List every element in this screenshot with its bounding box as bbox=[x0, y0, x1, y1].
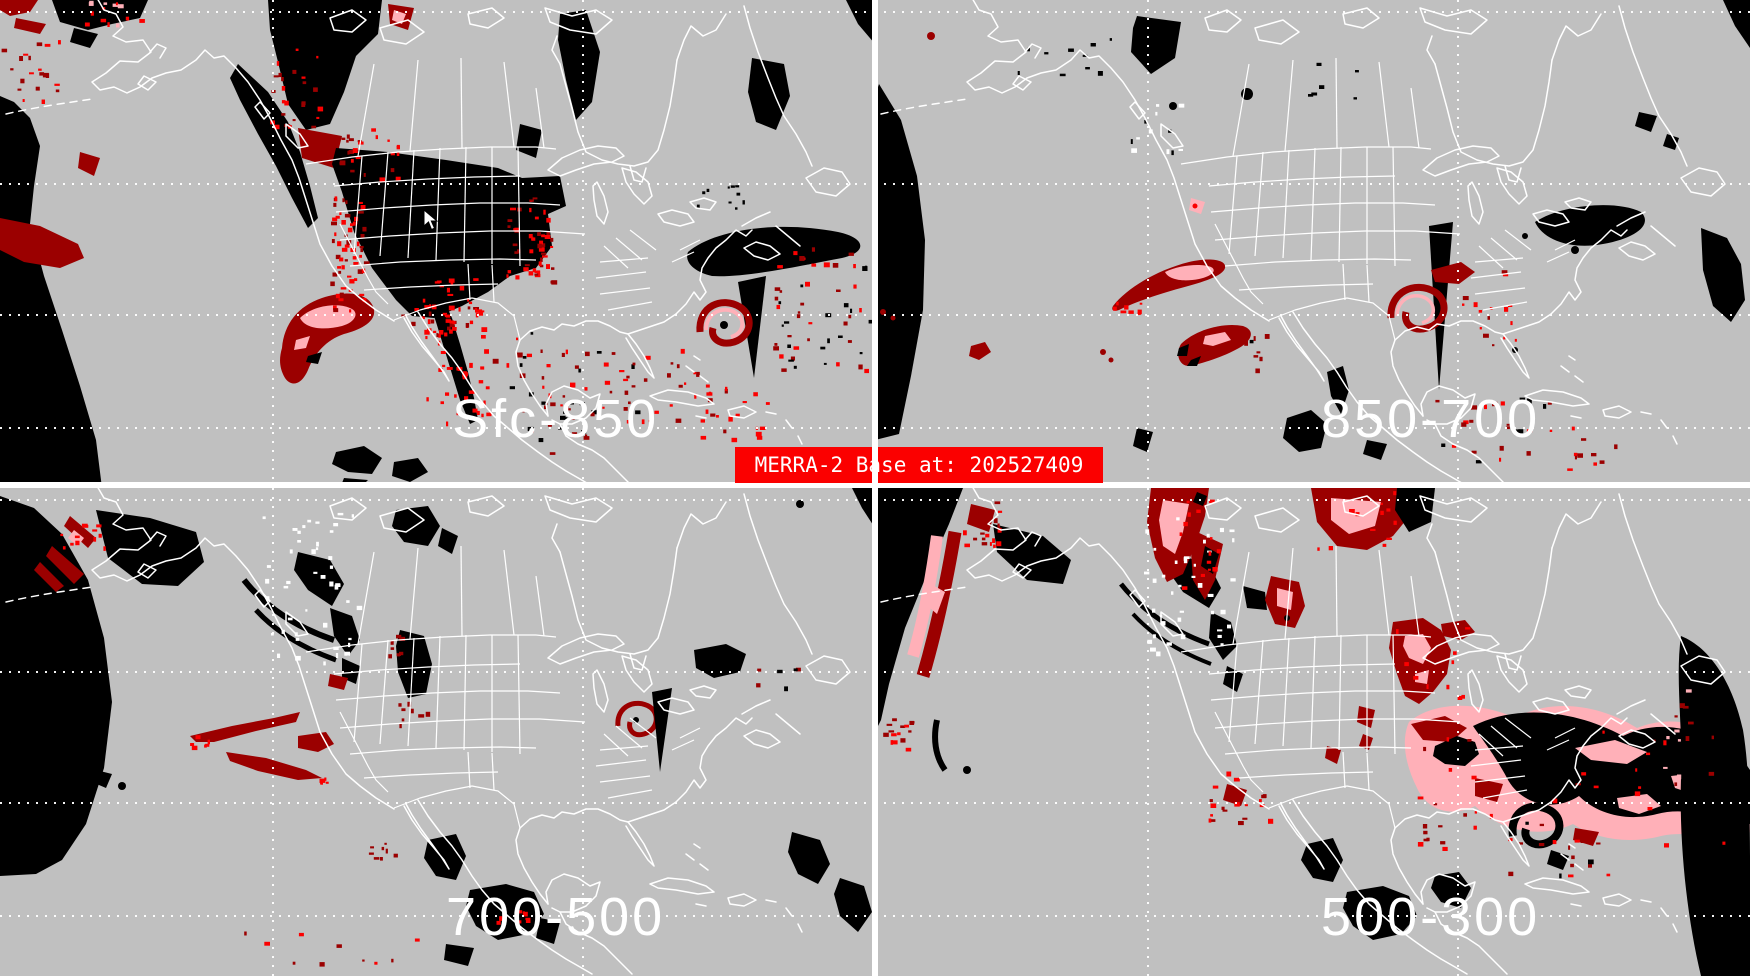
map-canvas-700-500 bbox=[0, 488, 875, 976]
map-canvas-850-700 bbox=[875, 0, 1750, 488]
map-panel-850-700[interactable]: 850-700 bbox=[875, 0, 1750, 488]
base-time-banner: MERRA-2 Base at: 202527409 bbox=[735, 447, 1103, 483]
data-blobs bbox=[875, 0, 1750, 460]
panel-label-500-300: 500-300 bbox=[1321, 887, 1541, 947]
map-panel-sfc-850[interactable]: Sfc-850 bbox=[0, 0, 875, 488]
map-panel-700-500[interactable]: 700-500 bbox=[0, 488, 875, 976]
panel-label-sfc-850: Sfc-850 bbox=[452, 389, 660, 449]
panel-label-700-500: 700-500 bbox=[446, 887, 666, 947]
data-blobs bbox=[0, 488, 875, 966]
map-panel-500-300[interactable]: 500-300 bbox=[875, 488, 1750, 976]
map-canvas-sfc-850 bbox=[0, 0, 875, 488]
panel-label-850-700: 850-700 bbox=[1321, 389, 1541, 449]
panel-divider-vertical bbox=[872, 0, 878, 976]
mouse-cursor bbox=[423, 209, 439, 231]
map-canvas-500-300 bbox=[875, 488, 1750, 976]
